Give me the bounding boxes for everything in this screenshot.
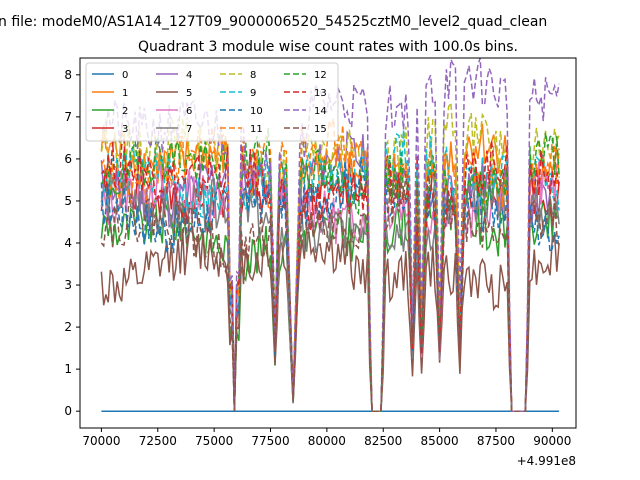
legend-label-9: 9: [250, 88, 256, 99]
x-tick-label: 75000: [195, 434, 233, 448]
legend-label-10: 10: [250, 106, 263, 117]
legend-label-5: 5: [186, 88, 192, 99]
x-tick-label: 90000: [533, 434, 571, 448]
x-tick-label: 80000: [308, 434, 346, 448]
figure-suptitle: n file: modeM0/AS1A14_127T09_9000006520_…: [0, 14, 547, 30]
y-tick-label: 0: [64, 404, 72, 418]
series-line-12: [100, 127, 560, 412]
x-tick-label: 82500: [364, 434, 402, 448]
legend-label-7: 7: [186, 124, 192, 135]
legend-label-12: 12: [314, 70, 327, 81]
legend-label-13: 13: [314, 88, 327, 99]
y-axis-ticks: 0 1 2 3 4 5 6 7 8: [64, 68, 80, 418]
legend-label-3: 3: [122, 124, 128, 135]
legend-label-0: 0: [122, 70, 128, 81]
y-tick-label: 8: [64, 68, 72, 82]
legend-label-4: 4: [186, 70, 192, 81]
chart-title: Quadrant 3 module wise count rates with …: [138, 39, 518, 55]
legend-label-14: 14: [314, 106, 327, 117]
y-tick-label: 5: [64, 194, 72, 208]
y-tick-label: 7: [64, 110, 72, 124]
y-tick-label: 1: [64, 362, 72, 376]
x-tick-label: 72500: [139, 434, 177, 448]
x-axis-ticks: 70000 72500 75000 77500 80000 82500 85000 87500…: [82, 428, 571, 448]
legend-label-1: 1: [122, 88, 128, 99]
x-tick-label: 70000: [82, 434, 120, 448]
legend-label-15: 15: [314, 124, 327, 135]
x-offset-label: +4.991e8: [517, 454, 576, 468]
legend-label-11: 11: [250, 124, 263, 135]
x-tick-label: 85000: [421, 434, 459, 448]
y-tick-label: 3: [64, 278, 72, 292]
series-line-5: [100, 226, 560, 412]
x-tick-label: 87500: [477, 434, 515, 448]
y-tick-label: 2: [64, 320, 72, 334]
x-tick-label: 77500: [251, 434, 289, 448]
legend-frame: [85, 62, 339, 142]
series-line-13: [100, 139, 560, 412]
legend-label-8: 8: [250, 70, 256, 81]
series-line-15: [100, 173, 560, 412]
legend-label-6: 6: [186, 106, 192, 117]
legend-label-2: 2: [122, 106, 128, 117]
series-line-10: [100, 157, 560, 412]
y-tick-label: 4: [64, 236, 72, 250]
y-tick-label: 6: [64, 152, 72, 166]
